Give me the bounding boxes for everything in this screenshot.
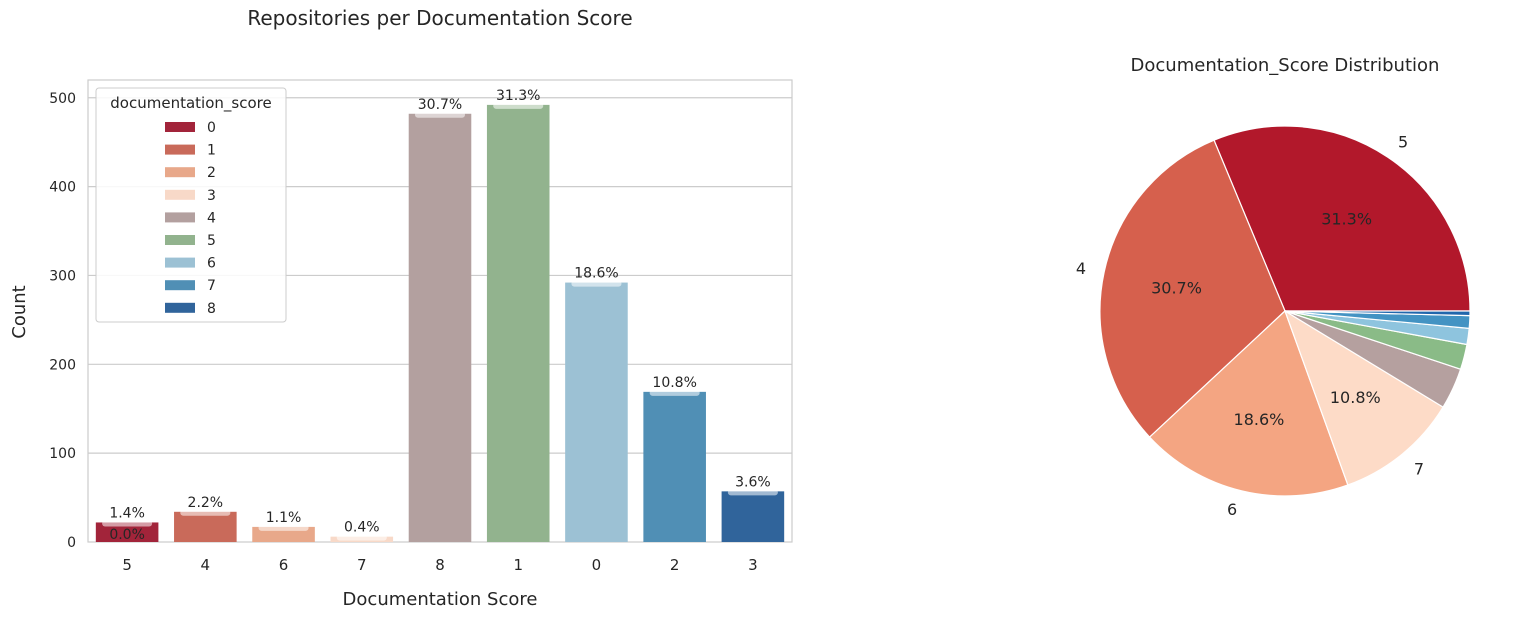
bar-legend: documentation_score 0 1 2 3 4 5 6 7 8 bbox=[95, 87, 287, 323]
legend-box bbox=[95, 87, 287, 323]
legend-entry-label: 5 bbox=[207, 233, 216, 249]
y-tick-label: 500 bbox=[49, 91, 76, 107]
bar-label-pill bbox=[571, 280, 622, 287]
legend-entry-label: 8 bbox=[207, 301, 216, 317]
legend-entry-label: 3 bbox=[207, 188, 216, 204]
pie-slice bbox=[1284, 310, 1471, 317]
x-tick-label: 4 bbox=[201, 556, 211, 574]
bar-data-label: 1.1% bbox=[266, 510, 302, 526]
bar-data-label: 1.4% bbox=[109, 505, 145, 521]
legend-swatch bbox=[165, 257, 195, 268]
bar bbox=[643, 391, 706, 542]
pie-slice-label: 4 bbox=[1076, 259, 1086, 278]
pie-chart-title: Documentation_Score Distribution bbox=[1131, 55, 1440, 76]
bar bbox=[95, 522, 159, 542]
x-tick-label: 0 bbox=[592, 556, 602, 574]
pie-slice-label: 7 bbox=[1414, 459, 1424, 478]
pie-percent-label: 30.7% bbox=[1151, 278, 1202, 297]
bar-data-label: 10.8% bbox=[652, 375, 696, 391]
bar bbox=[721, 491, 785, 542]
pie-slice bbox=[1213, 125, 1471, 312]
legend-swatch bbox=[165, 302, 195, 313]
legend-entry-label: 7 bbox=[207, 278, 216, 294]
legend-swatch bbox=[165, 189, 195, 200]
bar bbox=[408, 113, 472, 542]
bar bbox=[565, 282, 628, 542]
pie-slice bbox=[1148, 309, 1349, 497]
x-tick-label: 6 bbox=[279, 556, 289, 574]
bar-label-pill bbox=[336, 534, 387, 541]
bar-y-ticks: 0 100 200 300 400 500 bbox=[49, 91, 76, 551]
x-tick-label: 1 bbox=[513, 556, 523, 574]
bar-data-label: 0.4% bbox=[344, 520, 380, 536]
bar-chart-title: Repositories per Documentation Score bbox=[247, 6, 632, 30]
bar-label-pill bbox=[414, 111, 466, 118]
pie-slice-label: 6 bbox=[1227, 500, 1237, 519]
bar-label-pill bbox=[493, 102, 544, 109]
bar-label-pill bbox=[102, 520, 153, 527]
legend-swatch bbox=[165, 212, 195, 223]
legend-entry-label: 1 bbox=[207, 143, 216, 159]
bar-data-label: 30.7% bbox=[418, 97, 462, 113]
legend-entry-label: 0 bbox=[207, 120, 216, 136]
x-tick-label: 8 bbox=[435, 556, 445, 574]
pie-percent-label: 18.6% bbox=[1234, 410, 1285, 429]
pie-slice bbox=[1283, 309, 1444, 486]
pie-labels: 5 31.3% 4 30.7% 6 18.6% 7 10.8% bbox=[1076, 133, 1424, 519]
bar bbox=[486, 104, 550, 542]
legend-entries: 0 1 2 3 4 5 6 7 8 bbox=[165, 120, 216, 317]
bar-marks bbox=[95, 102, 785, 542]
legend-entry-label: 4 bbox=[207, 210, 216, 226]
bar bbox=[174, 511, 237, 542]
bar-label-pill bbox=[258, 524, 309, 531]
x-tick-label: 7 bbox=[357, 556, 367, 574]
pie-slice-label: 5 bbox=[1398, 133, 1408, 152]
legend-title: documentation_score bbox=[110, 94, 271, 113]
bar-data-label: 3.6% bbox=[735, 474, 771, 490]
pie-percent-label: 10.8% bbox=[1330, 388, 1381, 407]
y-tick-label: 200 bbox=[49, 357, 76, 373]
bar-x-ticks: 5 4 6 7 8 1 0 2 3 bbox=[122, 556, 757, 574]
legend-swatch bbox=[165, 144, 195, 155]
bar-label-pill bbox=[727, 489, 778, 496]
bar-label-pill bbox=[180, 509, 231, 516]
legend-swatch bbox=[165, 235, 195, 245]
x-tick-label: 2 bbox=[670, 556, 680, 574]
y-tick-label: 0 bbox=[67, 535, 76, 551]
pie-slice bbox=[1099, 139, 1286, 438]
bar-x-axis-label: Documentation Score bbox=[343, 589, 538, 610]
x-tick-label: 3 bbox=[748, 556, 758, 574]
legend-entry-label: 2 bbox=[207, 165, 216, 181]
pie-slices bbox=[1099, 125, 1471, 497]
y-tick-label: 100 bbox=[49, 446, 76, 462]
y-tick-label: 300 bbox=[49, 268, 76, 284]
legend-swatch bbox=[165, 280, 195, 291]
legend-swatch bbox=[165, 122, 195, 132]
pie-percent-label: 31.3% bbox=[1321, 210, 1372, 229]
bar-data-label: 2.2% bbox=[188, 495, 224, 511]
x-tick-label: 5 bbox=[122, 556, 132, 574]
bar-data-label: 18.6% bbox=[574, 266, 618, 282]
y-tick-label: 400 bbox=[49, 180, 76, 196]
bar-label-pill bbox=[649, 389, 700, 396]
bar-data-labels: 1.4% 2.2% 1.1% 0.4% 30.7% 31.3% 18.6% 10.8% 3.6%… bbox=[109, 88, 770, 543]
legend-entry-label: 6 bbox=[207, 256, 216, 272]
bar-data-label: 31.3% bbox=[496, 88, 540, 104]
bar-data-label-extra: 0.0% bbox=[109, 527, 145, 543]
bar-y-axis-label: Count bbox=[9, 285, 30, 338]
legend-swatch bbox=[165, 167, 195, 178]
